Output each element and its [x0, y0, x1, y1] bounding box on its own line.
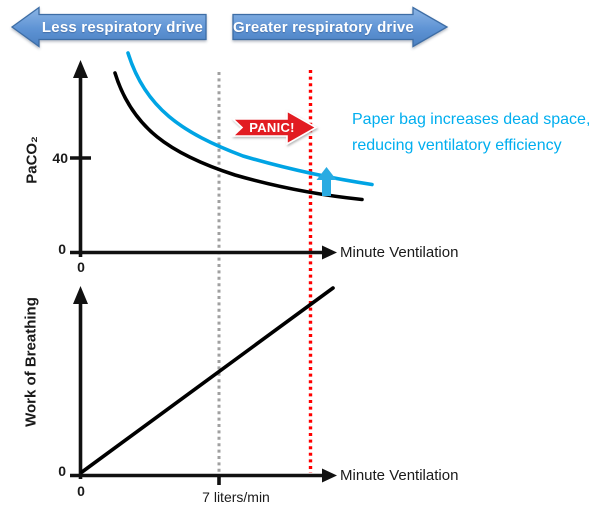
less-respiratory-drive-label: Less respiratory drive [41, 19, 204, 36]
bottom-y-tick-0-label: 0 [58, 463, 66, 479]
paper-bag-annotation-line2: reducing ventilatory efficiency [352, 137, 562, 154]
top-x-tick-0-label: 0 [77, 259, 85, 275]
panic-arrow-shape [230, 109, 318, 146]
bottom-x-tick-7-label: 7 liters/min [202, 489, 270, 505]
bottom-y-axis-arrowhead [73, 286, 88, 304]
bottom-x-axis-arrowhead [322, 468, 337, 483]
work-of-breathing-axis-label: Work of Breathing [22, 297, 40, 427]
paper-bag-annotation-line1: Paper bag increases dead space, [352, 111, 591, 128]
greater-drive-arrow-shape [232, 6, 449, 48]
top-x-axis-title: Minute Ventilation [340, 244, 459, 261]
paco2-curve-paper-bag [126, 51, 374, 187]
top-y-tick-0-label: 0 [58, 241, 66, 257]
less-drive-arrow-shape [10, 6, 207, 48]
top-x-axis-arrowhead [322, 245, 337, 260]
greater-respiratory-drive-label: Greater respiratory drive [233, 19, 414, 36]
top-y-axis-arrowhead [73, 60, 88, 78]
paco2-axis-label: PaCO₂ [23, 136, 41, 184]
work-of-breathing-line [80, 286, 335, 474]
top-y-tick-40-label: 40 [52, 150, 68, 166]
panic-label: PANIC! [249, 120, 295, 135]
bottom-x-tick-0-label: 0 [77, 483, 85, 499]
bottom-x-axis-title: Minute Ventilation [340, 467, 459, 484]
paco2-shift-up-arrow [316, 167, 337, 196]
